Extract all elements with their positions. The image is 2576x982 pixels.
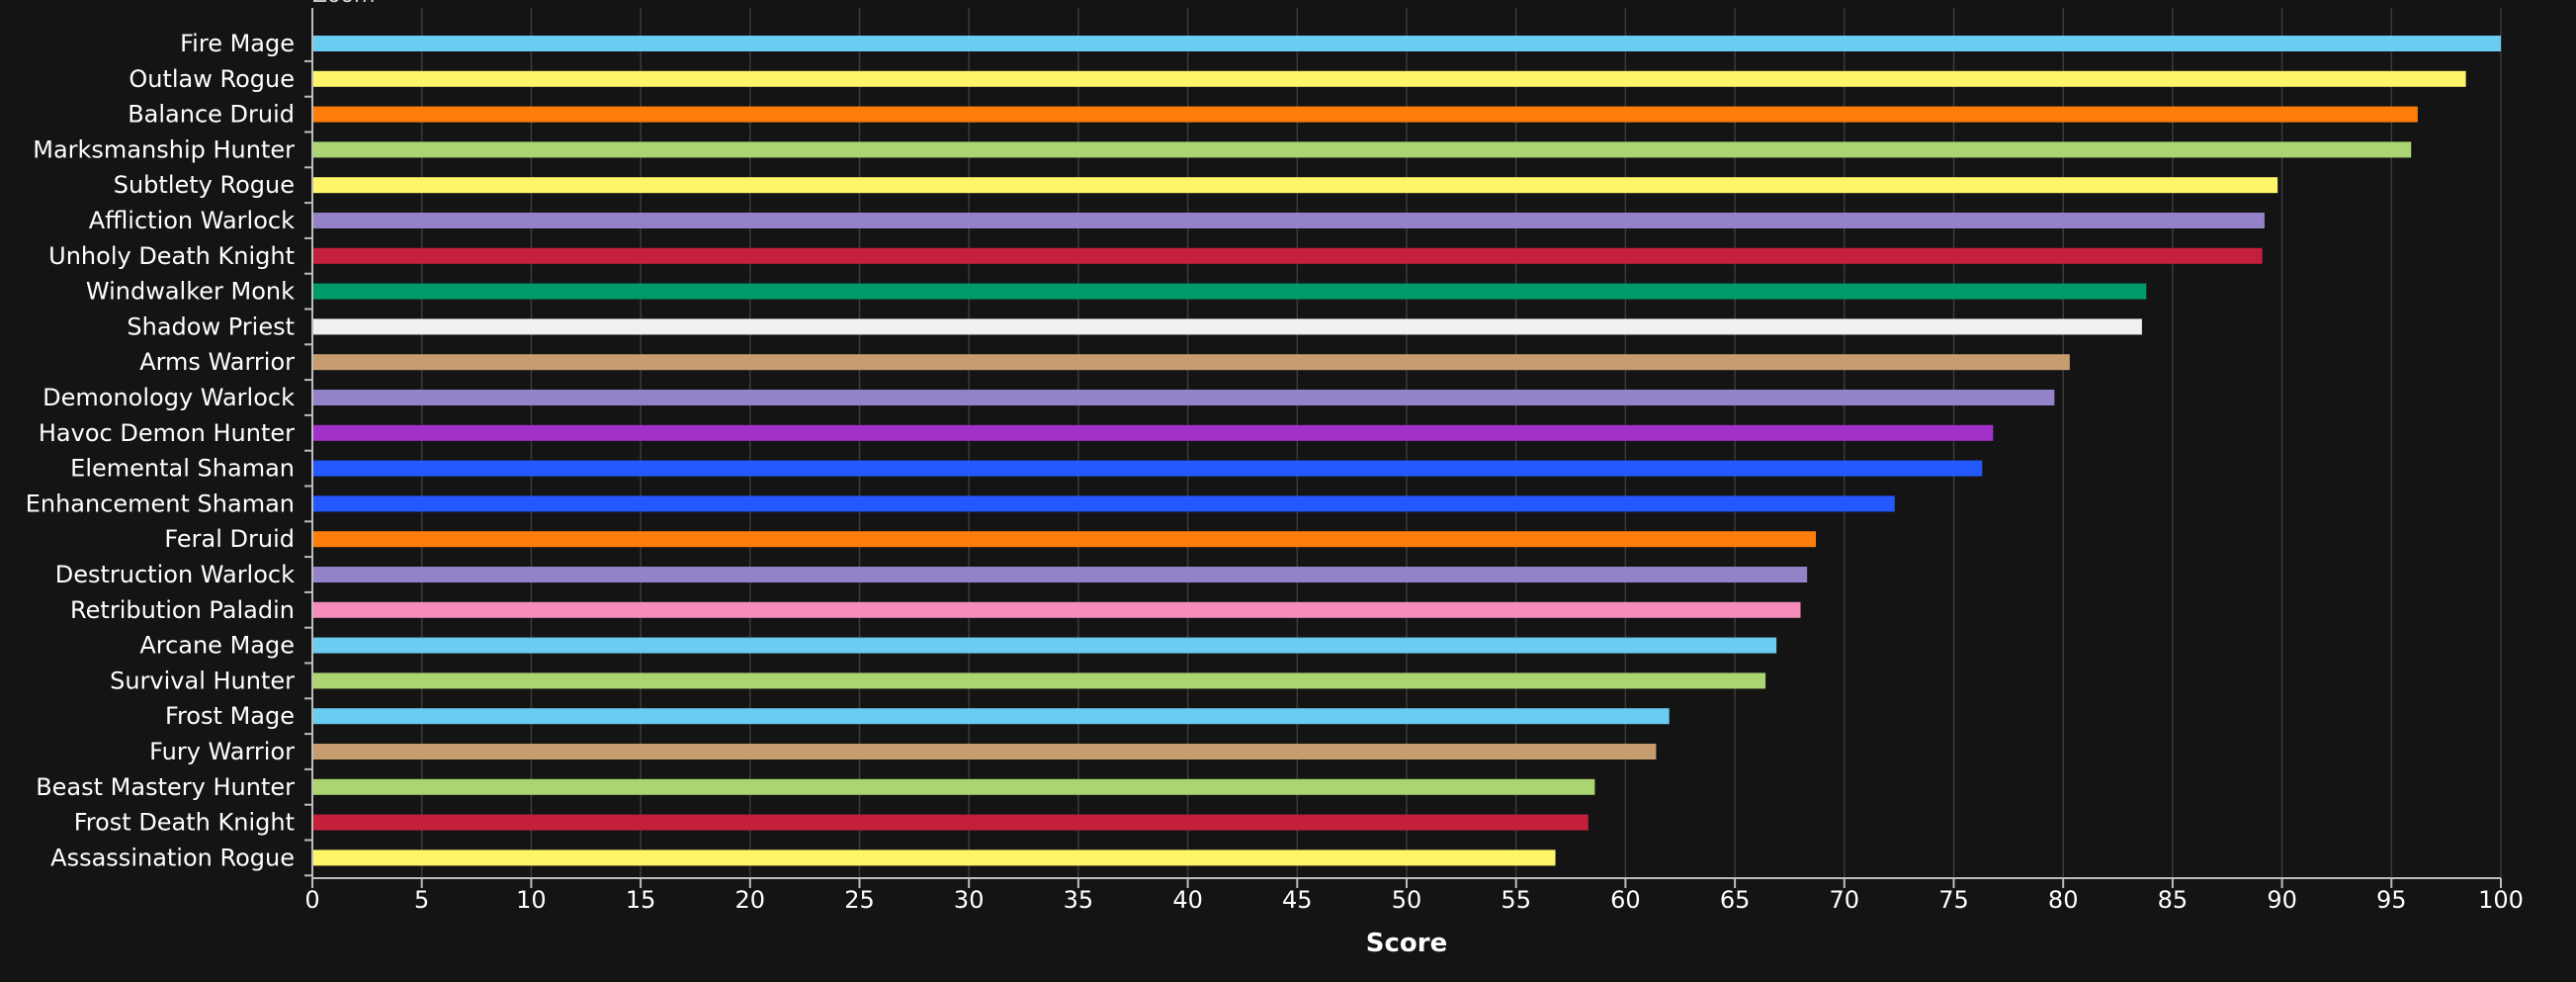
category-label-outlaw-rogue: Outlaw Rogue [129,65,295,93]
bar-enhancement-shaman[interactable] [312,495,1895,512]
bar-windwalker-monk[interactable] [312,283,2147,300]
category-label-frost-mage: Frost Mage [165,702,295,730]
bar-demonology-warlock[interactable] [312,390,2055,405]
x-tick-label-35: 35 [1064,886,1094,914]
category-label-survival-hunter: Survival Hunter [110,667,295,694]
category-label-destruction-warlock: Destruction Warlock [55,561,295,588]
bar-subtlety-rogue[interactable] [312,177,2278,194]
bar-affliction-warlock[interactable] [312,213,2265,228]
x-tick-label-10: 10 [516,886,547,914]
category-label-fire-mage: Fire Mage [180,30,295,57]
category-label-subtlety-rogue: Subtlety Rogue [114,171,295,199]
x-tick-label-20: 20 [735,886,766,914]
bar-survival-hunter[interactable] [312,672,1766,689]
category-label-arcane-mage: Arcane Mage [139,632,295,660]
bar-marksmanship-hunter[interactable] [312,141,2412,158]
bar-unholy-death-knight[interactable] [312,247,2263,264]
bar-elemental-shaman[interactable] [312,460,1983,477]
bar-havoc-demon-hunter[interactable] [312,424,1994,441]
category-label-beast-mastery-hunter: Beast Mastery Hunter [36,773,295,801]
bar-shadow-priest[interactable] [312,318,2142,335]
bar-outlaw-rogue[interactable] [312,70,2466,87]
category-label-affliction-warlock: Affliction Warlock [89,207,295,234]
x-tick-labels: 0 5 10 15 20 25 30 35 40 45 50 55 60 65 70 75 80 85 90 95 10… [304,886,2524,914]
bar-frost-mage[interactable] [312,708,1670,725]
category-label-arms-warrior: Arms Warrior [139,348,295,376]
category-label-frost-death-knight: Frost Death Knight [74,809,295,837]
x-tick-label-75: 75 [1938,886,1969,914]
bar-beast-mastery-hunter[interactable] [312,778,1595,795]
category-label-demonology-warlock: Demonology Warlock [43,384,295,411]
x-tick-label-80: 80 [2048,886,2079,914]
x-tick-label-70: 70 [1830,886,1860,914]
x-tick-label-45: 45 [1282,886,1313,914]
x-tick-label-5: 5 [414,886,429,914]
category-label-fury-warrior: Fury Warrior [149,738,295,765]
x-tick-label-95: 95 [2376,886,2407,914]
category-label-windwalker-monk: Windwalker Monk [86,278,295,306]
x-tick-label-40: 40 [1172,886,1203,914]
x-tick-label-50: 50 [1392,886,1422,914]
category-label-enhancement-shaman: Enhancement Shaman [26,490,295,517]
x-tick-label-15: 15 [626,886,656,914]
axes [304,8,2502,888]
category-label-retribution-paladin: Retribution Paladin [70,596,295,624]
category-label-havoc-demon-hunter: Havoc Demon Hunter [39,419,295,447]
bar-fury-warrior[interactable] [312,744,1657,759]
bar-arms-warrior[interactable] [312,354,2070,371]
bar-frost-death-knight[interactable] [312,814,1589,831]
bar-retribution-paladin[interactable] [312,601,1801,618]
zoom-label[interactable]: Zoom [312,0,375,8]
x-tick-label-100: 100 [2478,886,2524,914]
x-tick-label-60: 60 [1610,886,1641,914]
x-tick-label-25: 25 [844,886,875,914]
bar-assassination-rogue[interactable] [312,849,1556,866]
category-label-assassination-rogue: Assassination Rogue [50,844,295,871]
bar-destruction-warlock[interactable] [312,567,1808,582]
category-label-balance-druid: Balance Druid [128,101,295,129]
x-tick-label-55: 55 [1501,886,1531,914]
bar-balance-druid[interactable] [312,106,2418,123]
x-axis-title: Score [1366,929,1447,958]
category-labels: Fire Mage Outlaw Rogue Balance Druid Marksm… [26,30,295,871]
x-tick-label-0: 0 [304,886,319,914]
x-tick-label-90: 90 [2267,886,2297,914]
category-label-marksmanship-hunter: Marksmanship Hunter [33,135,295,163]
bar-fire-mage[interactable] [312,36,2501,51]
category-label-feral-druid: Feral Druid [164,525,295,553]
bar-arcane-mage[interactable] [312,637,1777,654]
bar-feral-druid[interactable] [312,531,1817,548]
x-tick-label-30: 30 [954,886,985,914]
x-tick-label-65: 65 [1720,886,1751,914]
category-label-shadow-priest: Shadow Priest [127,312,295,340]
x-tick-label-85: 85 [2158,886,2189,914]
category-label-elemental-shaman: Elemental Shaman [70,455,295,483]
bars [312,36,2501,866]
category-label-unholy-death-knight: Unholy Death Knight [48,242,295,270]
